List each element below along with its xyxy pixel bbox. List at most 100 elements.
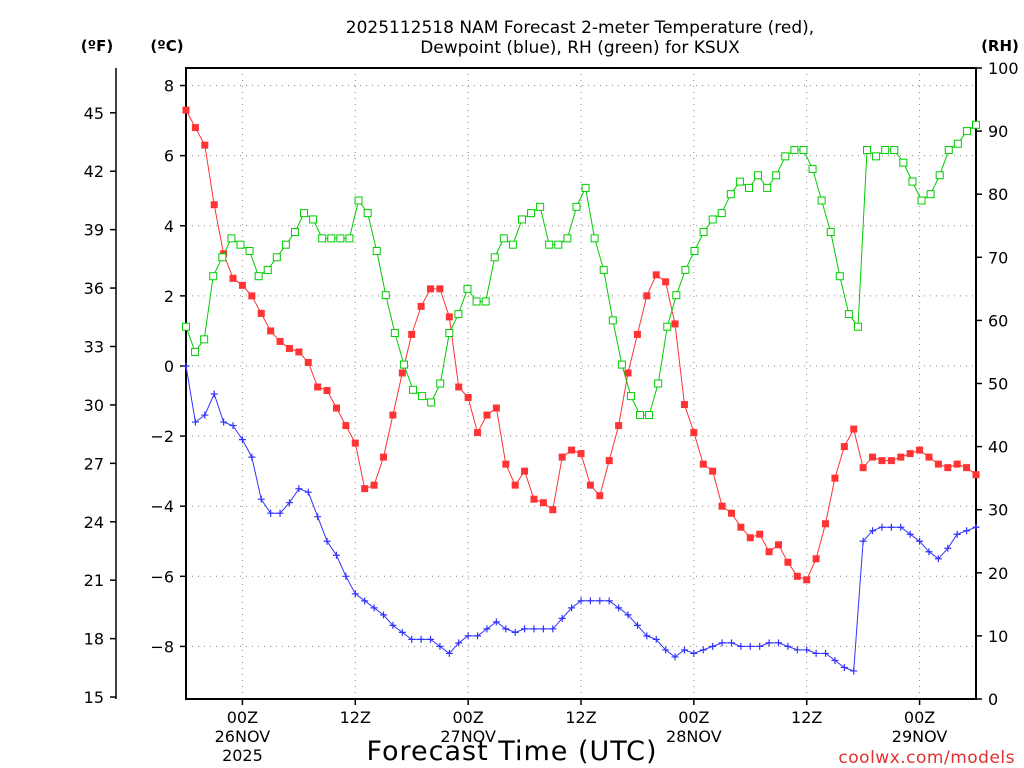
data-point: [953, 139, 962, 148]
data-point: [671, 320, 679, 328]
data-point: [572, 202, 581, 211]
fahrenheit-tick-label: 33: [84, 337, 104, 356]
data-point: [699, 228, 708, 237]
data-point: [201, 411, 209, 419]
data-point: [925, 453, 933, 461]
gridlines: [186, 68, 976, 699]
data-point: [499, 234, 508, 243]
data-point: [906, 450, 914, 458]
data-point: [455, 639, 463, 647]
data-point: [709, 467, 717, 475]
data-point: [563, 234, 572, 243]
data-point: [536, 202, 545, 211]
data-point: [662, 646, 670, 654]
data-point: [906, 530, 914, 538]
data-point: [803, 646, 811, 654]
x-tick-label: 12Z: [791, 708, 822, 727]
celsius-tick-label: 0: [164, 357, 174, 376]
x-tick-date: 29NOV: [892, 727, 948, 746]
data-point: [370, 481, 378, 489]
data-point: [201, 141, 209, 149]
fahrenheit-tick-label: 39: [84, 221, 104, 240]
data-point: [812, 649, 820, 657]
data-point: [803, 576, 811, 584]
data-point: [389, 621, 397, 629]
data-point: [427, 635, 435, 643]
data-point: [517, 215, 526, 224]
x-tick-label: 12Z: [340, 708, 371, 727]
data-point: [502, 460, 510, 468]
data-point: [690, 649, 698, 657]
title-line-2: Dewpoint (blue), RH (green) for KSUX: [420, 38, 740, 58]
data-point: [817, 196, 826, 205]
data-point: [220, 418, 228, 426]
data-point: [953, 530, 961, 538]
fahrenheit-unit-label: (ºF): [81, 37, 113, 55]
data-point: [568, 604, 576, 612]
x-tick-date: 27NOV: [440, 727, 496, 746]
data-point: [245, 246, 254, 255]
data-point: [690, 246, 699, 255]
data-point: [398, 369, 406, 377]
data-point: [822, 520, 830, 528]
data-point: [869, 453, 877, 461]
data-point: [636, 411, 645, 420]
tick-labels: 86420−2−4−6−8454239363330272421181510090…: [84, 59, 1019, 765]
data-point: [935, 171, 944, 180]
data-point: [850, 667, 858, 675]
data-point: [654, 379, 663, 388]
data-point: [726, 190, 735, 199]
data-point: [944, 146, 953, 155]
data-point: [590, 234, 599, 243]
data-point: [200, 335, 209, 344]
fahrenheit-tick-label: 36: [84, 279, 104, 298]
data-point: [934, 555, 942, 563]
fahrenheit-tick-label: 15: [84, 688, 104, 707]
data-point: [508, 240, 517, 249]
data-point: [295, 348, 303, 356]
data-point: [318, 234, 327, 243]
data-point: [558, 614, 566, 622]
data-point: [304, 358, 312, 366]
data-point: [608, 316, 617, 325]
data-point: [944, 544, 952, 552]
celsius-tick-label: 6: [164, 147, 174, 166]
series-line: [185, 124, 977, 416]
data-point: [332, 551, 340, 559]
data-point: [490, 253, 499, 262]
data-point: [492, 618, 500, 626]
data-point: [765, 548, 773, 556]
x-tick-label: 00Z: [227, 708, 258, 727]
fahrenheit-tick-label: 42: [84, 162, 104, 181]
data-point: [662, 278, 670, 286]
data-point: [781, 152, 790, 161]
data-point: [878, 457, 886, 465]
data-point: [671, 653, 679, 661]
data-point: [257, 495, 265, 503]
data-point: [417, 635, 425, 643]
data-point: [418, 392, 427, 401]
data-point: [549, 506, 557, 514]
rh-tick-label: 10: [988, 627, 1008, 646]
data-point: [345, 234, 354, 243]
data-point: [633, 330, 641, 338]
data-point: [746, 534, 754, 542]
data-point: [218, 253, 227, 262]
series-dewpoint: [182, 362, 980, 675]
data-point: [408, 330, 416, 338]
x-tick-label: 12Z: [565, 708, 596, 727]
data-point: [826, 228, 835, 237]
data-point: [381, 291, 390, 300]
data-point: [248, 292, 256, 300]
celsius-tick-label: −6: [150, 567, 174, 586]
x-tick-label: 00Z: [452, 708, 483, 727]
data-point: [586, 481, 594, 489]
data-point: [390, 329, 399, 338]
data-point: [492, 404, 500, 412]
data-point: [934, 460, 942, 468]
x-tick-label: 00Z: [678, 708, 709, 727]
data-point: [370, 604, 378, 612]
chart-title: 2025112518 NAM Forecast 2-meter Temperat…: [346, 18, 814, 58]
data-point: [380, 453, 387, 461]
